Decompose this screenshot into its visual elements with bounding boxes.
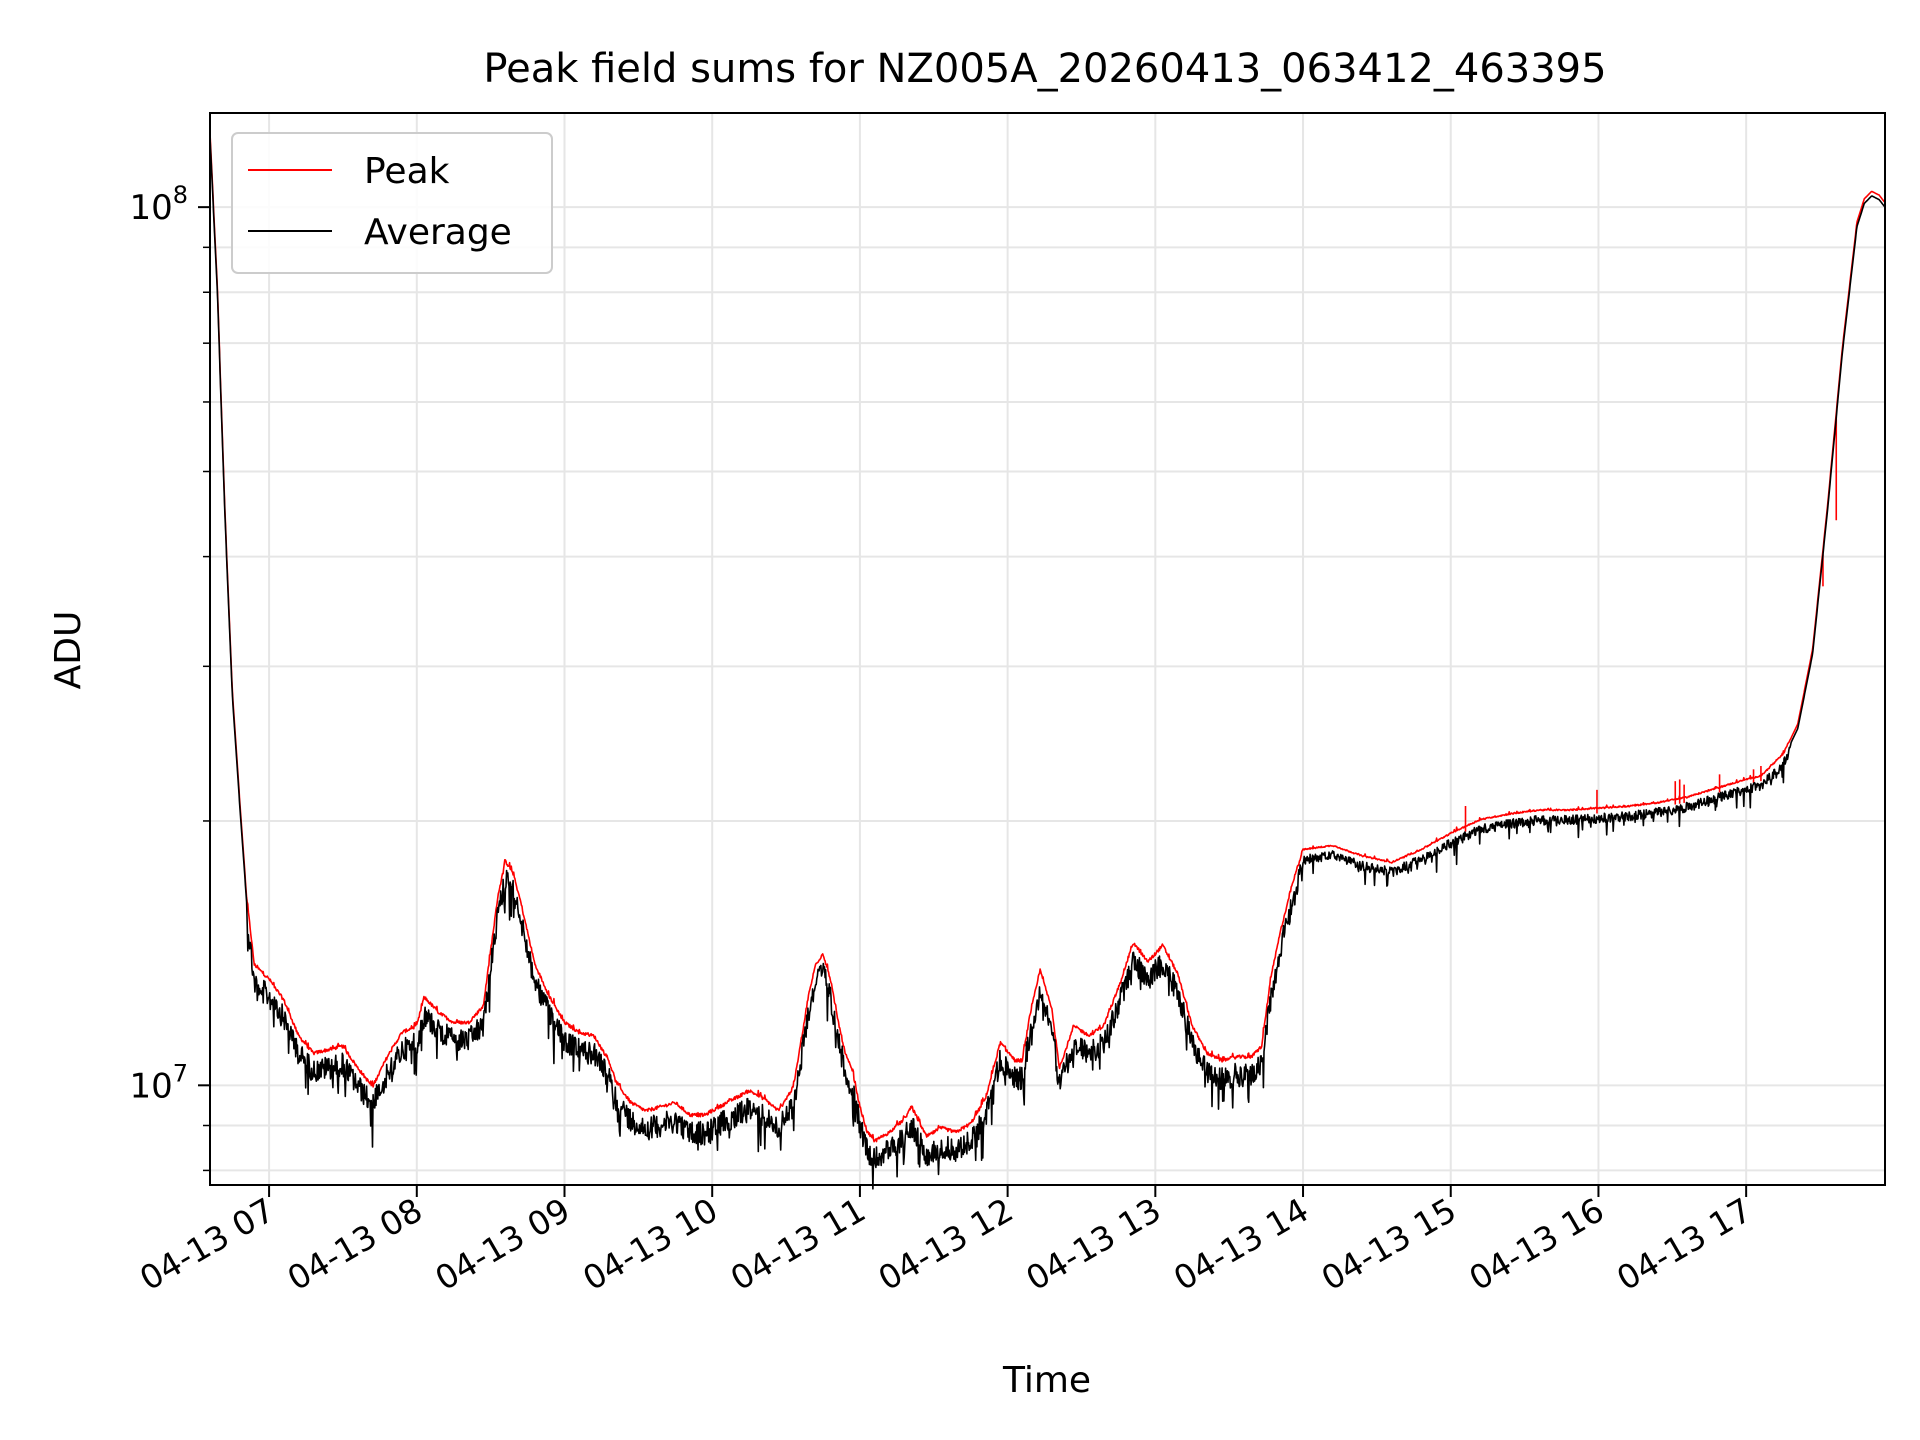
y-tick-label-0: 107 xyxy=(129,1059,188,1106)
y-axis: 107 108 xyxy=(129,181,210,1172)
legend-box xyxy=(231,132,553,274)
plot-frame xyxy=(209,112,1886,1186)
y-axis-label: ADU xyxy=(48,611,89,690)
x-axis-label: Time xyxy=(1002,1360,1091,1401)
series-line-average xyxy=(209,137,1886,1190)
series-line-peak xyxy=(209,133,1886,1143)
y-tick-label-1: 108 xyxy=(129,181,188,228)
legend-label-peak: Peak xyxy=(364,151,450,192)
legend: Peak Average xyxy=(231,132,553,274)
chart-title: Peak field sums for NZ005A_20260413_0634… xyxy=(483,46,1606,92)
grid xyxy=(210,113,1885,1185)
series-group xyxy=(209,133,1886,1190)
legend-label-average: Average xyxy=(364,212,512,253)
